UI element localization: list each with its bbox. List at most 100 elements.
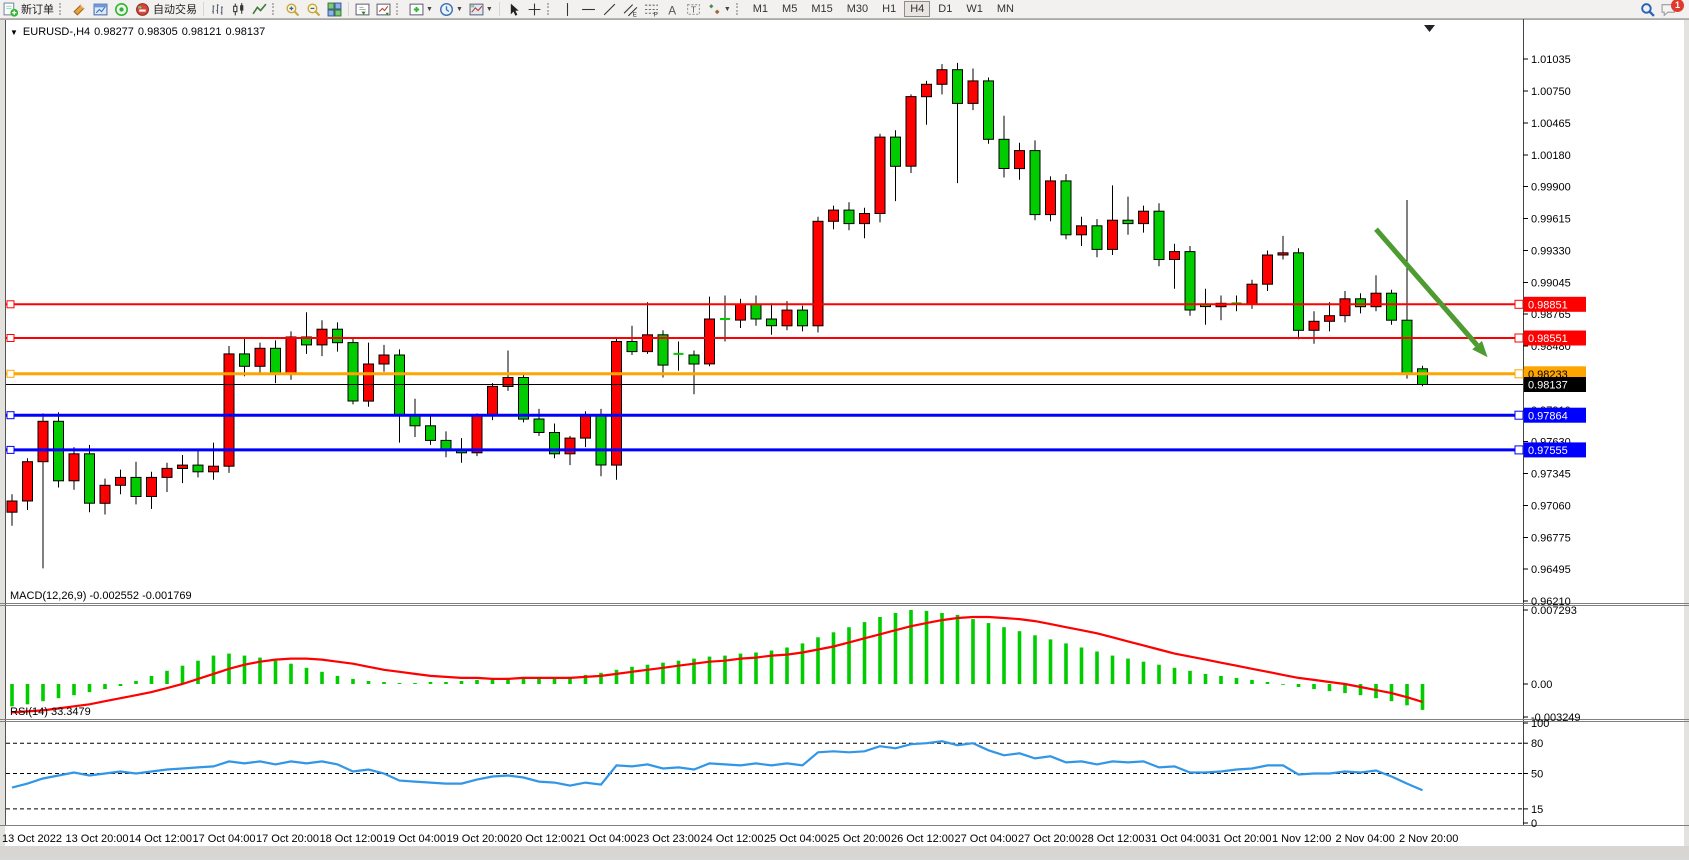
signal-button[interactable] <box>112 1 131 17</box>
horizontal-line-0.98551[interactable] <box>6 334 1523 342</box>
timeframe-w1-button[interactable]: W1 <box>966 3 983 15</box>
macd-name: MACD(12,26,9) <box>10 590 87 602</box>
candles[interactable] <box>6 62 1428 569</box>
line-price-badge-label: 0.98851 <box>1528 300 1568 312</box>
channel-button[interactable]: E <box>621 1 640 18</box>
chart-canvas[interactable]: 1.01035 1.00750 1.00465 1.00180 0.99900 0.996… <box>0 19 1689 857</box>
line-handle[interactable] <box>6 445 15 454</box>
periods-button[interactable]: ▼ <box>437 1 465 17</box>
templates-button[interactable]: ▼ <box>467 1 495 17</box>
new-order-button[interactable]: 新订单 <box>1 1 56 17</box>
candle-body <box>1386 292 1397 321</box>
macd-bar <box>1343 684 1347 694</box>
candle-body <box>735 303 746 321</box>
horizontal-line-0.97864[interactable] <box>6 411 1523 420</box>
timeframe-m15-button[interactable]: M15 <box>811 3 833 15</box>
chart-window[interactable]: 1.01035 1.00750 1.00465 1.00180 0.99900 0.996… <box>0 19 1689 857</box>
horizontal-line-0.97555[interactable] <box>6 445 1523 454</box>
crosshair-button[interactable] <box>525 1 544 17</box>
macd-pane[interactable]: 0.007293 0.00 -0.003249 <box>10 605 1581 724</box>
line-chart-button[interactable] <box>250 1 269 17</box>
chevron-down-icon[interactable]: ▼ <box>455 5 463 13</box>
toolbar-separator <box>348 2 349 16</box>
candle-body <box>130 476 142 497</box>
horizontal-line-0.98233[interactable] <box>6 369 1523 378</box>
text-label-button[interactable]: T <box>684 1 703 17</box>
horizontal-line-button[interactable] <box>579 1 598 17</box>
auto-scroll-button[interactable] <box>374 1 393 17</box>
time-axis-label: 1 Nov 12:00 <box>1272 833 1331 845</box>
timeframe-d1-button[interactable]: D1 <box>938 3 953 15</box>
chart-window-button[interactable] <box>91 1 110 17</box>
chevron-down-icon[interactable]: ▼ <box>723 5 731 13</box>
candle-body <box>332 328 343 344</box>
chevron-down-icon[interactable]: ▼ <box>426 5 433 13</box>
chevron-down-icon[interactable]: ▼ <box>485 5 493 13</box>
line-price-badge-label: 0.97555 <box>1528 445 1568 457</box>
macd-bar <box>878 617 882 684</box>
timeframe-m1-button[interactable]: M1 <box>752 3 769 15</box>
macd-bar <box>800 643 805 684</box>
arrows-button[interactable]: ▼ <box>705 1 733 17</box>
downtrend-arrow[interactable] <box>1374 227 1488 358</box>
zoom-out-button[interactable] <box>304 1 323 17</box>
timeframe-h1-button[interactable]: H1 <box>882 3 897 15</box>
line-price-badge-0.97864[interactable]: 0.97864 <box>1514 407 1586 423</box>
toolbar-group <box>352 0 394 18</box>
macd-bar <box>599 672 603 684</box>
macd-bar <box>1079 647 1084 684</box>
search-button[interactable] <box>1638 1 1657 17</box>
line-price-badge-0.98551[interactable]: 0.98551 <box>1514 330 1586 346</box>
fibonacci-button[interactable]: F <box>642 1 661 18</box>
line-handle[interactable] <box>6 369 15 378</box>
macd-bar <box>490 678 495 684</box>
tile-windows-button[interactable] <box>325 1 344 17</box>
candle-body <box>1091 225 1103 250</box>
time-axis[interactable]: 13 Oct 2022 13 Oct 20:00 14 Oct 12:00 17 Oc… <box>2 833 1458 845</box>
autotrade-button[interactable]: 自动交易 <box>133 1 199 17</box>
chart-shift-marker[interactable] <box>1424 25 1435 32</box>
sound-alert-button[interactable] <box>70 1 89 17</box>
line-handle[interactable] <box>6 334 15 342</box>
timeframe-m30-button[interactable]: M30 <box>846 3 869 15</box>
rsi-pane[interactable]: 100 80 50 15 0 <box>6 718 1549 830</box>
time-axis-label: 19 Oct 04:00 <box>383 833 446 845</box>
macd-bar <box>924 610 929 684</box>
rsi-tick-label: 50 <box>1531 769 1543 781</box>
macd-bar <box>940 613 944 684</box>
cursor-button[interactable] <box>504 1 523 17</box>
time-axis-label: 20 Oct 12:00 <box>510 833 573 845</box>
line-price-badge-0.98851[interactable]: 0.98851 <box>1514 296 1586 312</box>
macd-bar <box>1219 675 1223 684</box>
macd-bar <box>258 657 262 684</box>
indicators-button[interactable]: ▼ <box>407 1 435 17</box>
price-tick-label: 0.98765 <box>1531 309 1571 321</box>
chart-shift-button[interactable] <box>353 1 372 17</box>
timeframe-h4-button[interactable]: H4 <box>904 1 931 17</box>
chart-low-value: 0.98121 <box>181 26 222 38</box>
text-button[interactable]: A <box>663 1 682 17</box>
timeframe-m5-button[interactable]: M5 <box>782 3 798 15</box>
bar-chart-button[interactable] <box>208 1 227 17</box>
candle-body <box>797 309 808 327</box>
macd-bar <box>475 679 479 684</box>
line-handle[interactable] <box>6 300 15 309</box>
candle-body <box>580 414 591 439</box>
candle-body <box>611 341 622 466</box>
trendline-button[interactable] <box>600 1 619 17</box>
time-axis-label: 17 Oct 04:00 <box>193 833 256 845</box>
line-price-badge-0.97555[interactable]: 0.97555 <box>1514 442 1586 458</box>
candle-body <box>223 353 235 467</box>
candle-chart-button[interactable] <box>229 1 248 17</box>
status-strip <box>0 846 1689 857</box>
horizontal-line-0.98851[interactable] <box>6 300 1523 309</box>
tile-windows-icon <box>327 2 342 17</box>
auto-scroll-icon <box>376 2 391 17</box>
zoom-in-button[interactable] <box>283 1 302 17</box>
one-click-trading-toggle[interactable]: ▼ <box>10 28 18 37</box>
toolbar-separator <box>735 3 744 15</box>
vertical-line-button[interactable] <box>558 1 577 17</box>
chat-button[interactable]: 1 <box>1659 0 1684 17</box>
line-handle[interactable] <box>6 411 15 420</box>
timeframe-mn-button[interactable]: MN <box>996 3 1014 15</box>
